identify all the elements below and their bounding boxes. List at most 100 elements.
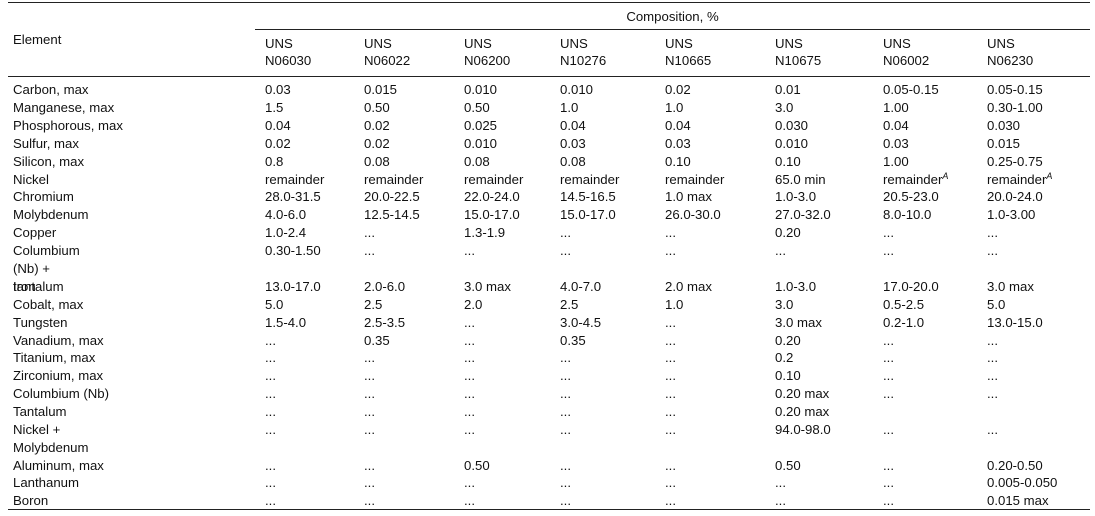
value-cell: remainder [265, 172, 325, 187]
element-name-cell: Nickel + Molybdenum [13, 422, 89, 455]
value-cell: ... [775, 243, 786, 258]
value-cell: remainder [464, 172, 524, 187]
value-cell: ... [560, 475, 571, 490]
value-cell: ... [883, 243, 894, 258]
value-cell: 0.30-1.50 [265, 243, 321, 258]
alloy-header-line1: UNS [665, 36, 693, 51]
value-cell: ... [265, 458, 276, 473]
value-cell: 0.015 [364, 82, 398, 97]
bottom-rule [8, 509, 1090, 511]
element-name-cell: Columbium (Nb) [13, 386, 109, 401]
value-cell: 0.50 [364, 100, 390, 115]
value-cell: ... [265, 493, 276, 508]
value-cell: 20.0-24.0 [987, 189, 1043, 204]
element-name-cell: Silicon, max [13, 154, 85, 169]
value-cell: ... [987, 333, 998, 348]
element-name-cell: Copper [13, 225, 57, 240]
value-cell: ... [987, 350, 998, 365]
alloy-header-line2: N06200 [464, 53, 511, 68]
alloy-header-line1: UNS [265, 36, 293, 51]
value-cell: 1.0-3.0 [775, 189, 817, 204]
alloy-header-line2: N06002 [883, 53, 930, 68]
value-cell: 0.030 [987, 118, 1021, 133]
value-cell: ... [665, 493, 676, 508]
value-cell: 8.0-10.0 [883, 207, 932, 222]
value-cell: remainder [560, 172, 620, 187]
footnote-marker: A [942, 171, 949, 181]
value-cell: 0.010 [464, 136, 498, 151]
value-cell: ... [665, 243, 676, 258]
value-cell: 94.0-98.0 [775, 422, 831, 437]
value-cell: 1.00 [883, 154, 909, 169]
alloy-header-line2: N10276 [560, 53, 607, 68]
value-cell: 0.01 [775, 82, 801, 97]
element-name-cell: Zirconium, max [13, 368, 104, 383]
footnote-marker: A [1046, 171, 1053, 181]
value-cell: 0.02 [265, 136, 291, 151]
value-cell: 3.0 max [987, 279, 1034, 294]
value-cell: ... [560, 422, 571, 437]
value-cell: ... [665, 333, 676, 348]
value-cell: 0.025 [464, 118, 498, 133]
value-cell: 0.2-1.0 [883, 315, 925, 330]
value-cell: 3.0 max [775, 315, 822, 330]
value-cell: ... [265, 404, 276, 419]
value-cell: ... [665, 225, 676, 240]
header-bottom-rule [8, 76, 1090, 77]
alloy-header-line2: N06230 [987, 53, 1034, 68]
value-cell: 0.35 [364, 333, 390, 348]
value-cell: 0.010 [464, 82, 498, 97]
value-cell: 1.0-3.00 [987, 207, 1036, 222]
value-cell: 0.10 [775, 368, 801, 383]
value-cell: remainder [665, 172, 725, 187]
alloy-header-line1: UNS [364, 36, 392, 51]
value-cell: ... [883, 333, 894, 348]
value-cell: 2.0 max [665, 279, 712, 294]
value-cell: ... [364, 368, 375, 383]
value-cell: 2.0 [464, 297, 483, 312]
value-cell: 20.5-23.0 [883, 189, 939, 204]
value-cell: ... [364, 225, 375, 240]
value-cell: 14.5-16.5 [560, 189, 616, 204]
value-cell: 0.030 [775, 118, 809, 133]
alloy-header-line1: UNS [560, 36, 588, 51]
element-name-cell: Aluminum, max [13, 458, 104, 473]
value-cell: 3.0-4.5 [560, 315, 602, 330]
value-cell: 0.30-1.00 [987, 100, 1043, 115]
value-cell: 1.0-2.4 [265, 225, 307, 240]
value-cell: 20.0-22.5 [364, 189, 420, 204]
value-cell: remainder [364, 172, 424, 187]
value-cell: 13.0-17.0 [265, 279, 321, 294]
value-cell: 0.10 [665, 154, 691, 169]
value-cell: ... [775, 493, 786, 508]
alloy-header-line1: UNS [883, 36, 911, 51]
value-cell: ... [665, 404, 676, 419]
value-cell: ... [560, 368, 571, 383]
value-cell: 5.0 [265, 297, 284, 312]
value-cell: 0.02 [364, 118, 390, 133]
value-cell: ... [665, 422, 676, 437]
value-cell: 1.0 [665, 100, 684, 115]
value-cell: ... [265, 368, 276, 383]
value-cell: ... [775, 475, 786, 490]
value-cell: 2.0-6.0 [364, 279, 406, 294]
element-name-cell: Phosphorous, max [13, 118, 123, 133]
value-cell: 2.5-3.5 [364, 315, 406, 330]
value-cell: ... [883, 368, 894, 383]
value-cell: ... [364, 350, 375, 365]
value-cell: 0.03 [665, 136, 691, 151]
alloy-header-line2: N10665 [665, 53, 712, 68]
value-cell: 0.50 [464, 458, 490, 473]
value-cell: 3.0 [775, 100, 794, 115]
value-cell: 1.0 max [665, 189, 712, 204]
value-cell: 1.0-3.0 [775, 279, 817, 294]
value-cell: ... [883, 475, 894, 490]
value-cell: 0.04 [883, 118, 909, 133]
value-cell: ... [665, 368, 676, 383]
value-cell: ... [987, 386, 998, 401]
value-cell: ... [464, 422, 475, 437]
value-cell: 3.0 max [464, 279, 511, 294]
value-cell: ... [987, 368, 998, 383]
element-name-cell: Cobalt, max [13, 297, 84, 312]
value-cell: 26.0-30.0 [665, 207, 721, 222]
